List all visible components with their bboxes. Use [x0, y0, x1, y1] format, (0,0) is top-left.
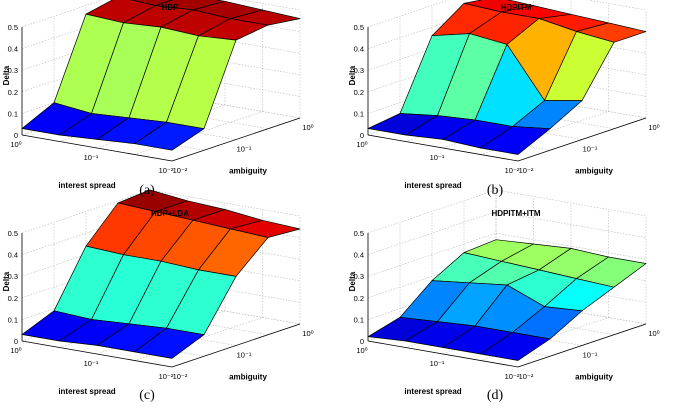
y-tick-label: 10⁰ — [302, 329, 313, 338]
y-tick-label: 10⁻¹ — [583, 351, 598, 360]
y-tick-label: 10⁰ — [648, 329, 659, 338]
z-tick-label: 0.4 — [8, 45, 18, 54]
chart-panel-1: 0 0.1 0.2 0.3 0.4 0.5 10⁰ 10⁻¹ 10⁻² 10⁻² 10⁻¹ 10⁰ De… — [2, 0, 314, 190]
chart-title: HDPITM — [501, 3, 532, 12]
y-tick-label: 10⁻² — [519, 166, 534, 175]
z-axis-label: Delta — [348, 65, 357, 85]
x-axis-line — [21, 134, 173, 162]
y-axis-line — [517, 323, 647, 368]
chart-panel-3: 0 0.1 0.2 0.3 0.4 0.5 10⁰ 10⁻¹ 10⁻² 10⁻² 10⁻¹ 10⁰ De… — [2, 189, 314, 396]
z-tick-label: 0.4 — [354, 251, 364, 260]
surface — [21, 189, 301, 359]
x-tick-label: 10⁻¹ — [430, 359, 445, 368]
panel-caption: (b) — [486, 183, 504, 198]
z-tick-label: 0 — [360, 131, 364, 140]
surface-patch — [134, 121, 205, 151]
surface-patch — [480, 126, 551, 155]
y-tick-label: 10⁰ — [302, 123, 313, 132]
chart-title: HDP+LDA — [151, 209, 189, 218]
surface — [367, 0, 647, 155]
surface-patch — [134, 327, 205, 359]
z-tick-label: 0.3 — [354, 66, 364, 75]
z-tick-label: 0.1 — [354, 315, 364, 324]
chart-panel-4: 0 0.1 0.2 0.3 0.4 0.5 10⁰ 10⁻¹ 10⁻² 10⁻² 10⁻¹ 10⁰ De… — [348, 189, 660, 396]
y-tick-label: 10⁰ — [648, 123, 659, 132]
panel-caption: (c) — [139, 388, 155, 403]
x-tick-label: 10⁻¹ — [430, 153, 445, 162]
z-tick-label: 0 — [14, 337, 18, 346]
x-tick-label: 10⁰ — [356, 140, 367, 149]
x-tick-label: 10⁰ — [356, 346, 367, 355]
z-tick-label: 0.2 — [354, 88, 364, 97]
y-tick-label: 10⁻¹ — [583, 145, 598, 154]
x-axis-line — [367, 340, 519, 368]
z-tick-label: 0.5 — [354, 23, 364, 32]
y-tick-label: 10⁻² — [173, 372, 188, 381]
chart-title: HDPITM+ITM — [491, 209, 540, 218]
z-tick-label: 0.1 — [354, 109, 364, 118]
chart-panel-2: 0 0.1 0.2 0.3 0.4 0.5 10⁰ 10⁻¹ 10⁻² 10⁻² 10⁻¹ 10⁰ De… — [348, 0, 660, 190]
z-axis-label: Delta — [348, 271, 357, 291]
y-axis-line — [171, 323, 301, 368]
z-tick-label: 0.5 — [8, 23, 18, 32]
z-tick-label: 0.2 — [8, 88, 18, 97]
z-tick-label: 0.3 — [354, 272, 364, 281]
z-axis-label: Delta — [2, 271, 11, 291]
surface — [21, 0, 301, 151]
x-axis-label: interest spread — [58, 181, 115, 190]
x-tick-label: 10⁻² — [505, 372, 520, 381]
y-axis-line — [517, 117, 647, 162]
z-tick-label: 0.4 — [8, 251, 18, 260]
x-tick-label: 10⁻² — [505, 166, 520, 175]
y-tick-label: 10⁻² — [519, 372, 534, 381]
y-axis-line — [171, 117, 301, 162]
y-axis-label: ambiguity — [575, 167, 613, 176]
z-tick-label: 0.1 — [8, 109, 18, 118]
x-axis-label: interest spread — [58, 387, 115, 396]
x-tick-label: 10⁰ — [10, 140, 21, 149]
x-tick-label: 10⁻² — [159, 166, 174, 175]
y-axis-label: ambiguity — [575, 373, 613, 382]
x-tick-label: 10⁻¹ — [84, 359, 99, 368]
z-tick-label: 0.5 — [354, 229, 364, 238]
panel-caption: (a) — [139, 183, 155, 198]
z-tick-label: 0.2 — [8, 294, 18, 303]
z-tick-label: 0.4 — [354, 45, 364, 54]
chart-title: HDP — [162, 3, 180, 12]
z-tick-label: 0.2 — [354, 294, 364, 303]
z-tick-label: 0.5 — [8, 229, 18, 238]
x-axis-line — [21, 340, 173, 368]
z-axis-label: Delta — [2, 65, 11, 85]
y-tick-label: 10⁻² — [173, 166, 188, 175]
x-axis-label: interest spread — [404, 181, 461, 190]
x-tick-label: 10⁻² — [159, 372, 174, 381]
y-tick-label: 10⁻¹ — [237, 145, 252, 154]
z-tick-label: 0.1 — [8, 315, 18, 324]
z-tick-label: 0 — [360, 337, 364, 346]
y-axis-label: ambiguity — [229, 167, 267, 176]
z-tick-label: 0 — [14, 131, 18, 140]
z-tick-label: 0.3 — [8, 272, 18, 281]
surface-patch — [480, 332, 551, 361]
panel-caption: (d) — [486, 388, 504, 403]
surface — [367, 239, 647, 361]
z-tick-label: 0.3 — [8, 66, 18, 75]
x-axis-line — [367, 134, 519, 162]
x-tick-label: 10⁰ — [10, 346, 21, 355]
x-tick-label: 10⁻¹ — [84, 153, 99, 162]
y-tick-label: 10⁻¹ — [237, 351, 252, 360]
x-axis-label: interest spread — [404, 387, 461, 396]
y-axis-label: ambiguity — [229, 373, 267, 382]
